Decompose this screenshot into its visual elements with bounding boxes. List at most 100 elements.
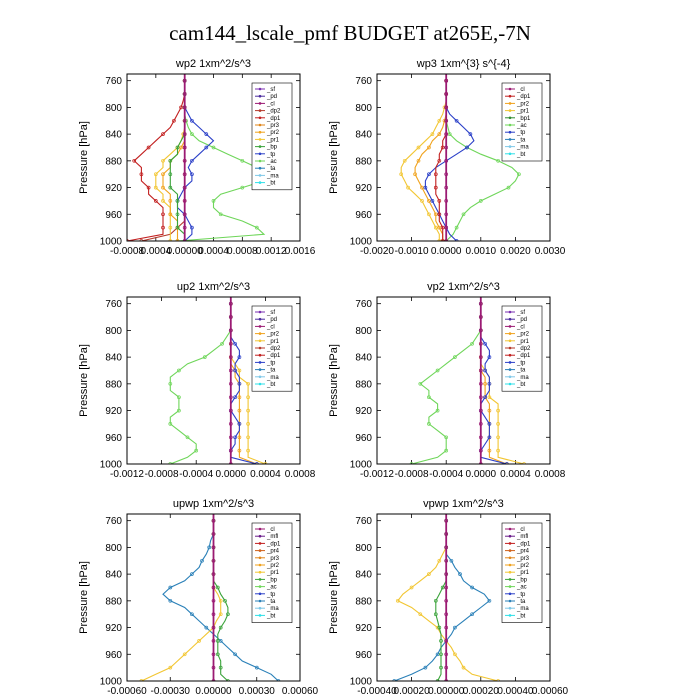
series-point-cl xyxy=(444,105,449,110)
legend-label-dp2: _dp2 xyxy=(266,346,281,352)
series-point-ta xyxy=(190,612,194,617)
x-tick-label: 0.00020 xyxy=(394,686,431,697)
legend-label-sf: _sf xyxy=(266,310,275,316)
series-point-ac xyxy=(168,462,173,464)
series-point-pr1 xyxy=(496,408,500,413)
legend-label-mfl: _mfl xyxy=(516,534,528,540)
series-point-ta xyxy=(449,558,454,563)
legend-box xyxy=(251,522,293,623)
x-tick-label: 0.0004 xyxy=(198,246,229,257)
series-point-cl xyxy=(211,625,216,630)
legend-marker-cl xyxy=(258,102,262,105)
series-line-ac xyxy=(169,297,232,464)
legend-label-sf: _sf xyxy=(266,87,275,93)
series-point-tp xyxy=(483,341,487,346)
series-point-bp xyxy=(433,612,438,617)
legend-marker-pr3 xyxy=(258,123,262,127)
legend-marker-cl xyxy=(258,325,262,328)
series-point-cl xyxy=(228,422,233,426)
legend-label-ma: _ma xyxy=(516,606,529,612)
y-tick-label: 760 xyxy=(355,299,372,310)
series-point-pr1 xyxy=(395,598,400,603)
series-point-pr2 xyxy=(487,448,492,453)
legend-marker-pr3 xyxy=(508,556,512,560)
series-point-ac xyxy=(470,341,474,346)
y-axis-label: Pressure [hPa] xyxy=(328,344,340,417)
series-point-dp1 xyxy=(139,172,144,177)
series-point-cl xyxy=(211,652,216,657)
legend-marker-mfl xyxy=(258,534,262,538)
series-point-cl xyxy=(444,199,449,203)
y-tick-label: 840 xyxy=(105,130,122,141)
legend: _sf_pd_cl _pr2_pr1_dp2_dp1_tp _ta_ma_bt xyxy=(251,305,293,392)
legend-marker-pr4 xyxy=(508,549,512,552)
series-point-pr2 xyxy=(483,381,487,386)
legend-label-dp1: _dp1 xyxy=(516,94,531,100)
series-line-dp1 xyxy=(127,74,186,241)
series-point-tp xyxy=(233,368,237,373)
x-tick-label: -0.00030 xyxy=(151,686,191,697)
series-point-pr1 xyxy=(487,395,492,400)
series-point-cl xyxy=(444,212,449,217)
series-point-bp xyxy=(175,225,180,230)
legend-marker-cl xyxy=(508,87,512,91)
series-point-ac xyxy=(506,185,511,190)
series-point-pr2 xyxy=(179,145,183,150)
series-group xyxy=(409,297,526,464)
series-point-cl xyxy=(478,395,483,400)
series-point-cl xyxy=(182,239,187,241)
y-tick-label: 840 xyxy=(355,130,372,141)
series-point-pr1 xyxy=(263,462,268,464)
legend-label-cl: _cl xyxy=(516,324,525,330)
series-point-ta xyxy=(254,665,259,670)
series-point-pr1 xyxy=(433,225,438,230)
y-tick-label: 1000 xyxy=(350,460,373,471)
series-point-cl xyxy=(228,462,233,464)
x-tick-label: -0.0004 xyxy=(429,469,463,480)
series-point-cl xyxy=(444,585,449,590)
legend-label-bt: _bt xyxy=(266,613,276,619)
series-point-ta xyxy=(233,652,237,657)
series-point-ac xyxy=(427,422,431,426)
legend-label-cl: _cl xyxy=(266,324,275,330)
x-tick-label: -0.00060 xyxy=(107,686,147,697)
series-point-cl xyxy=(444,652,449,657)
series-point-tp xyxy=(487,435,492,440)
y-tick-label: 800 xyxy=(105,103,122,114)
y-tick-label: 880 xyxy=(355,156,372,167)
legend-label-bt: _bt xyxy=(516,613,526,619)
series-point-dp1 xyxy=(440,145,445,150)
series-point-ac xyxy=(478,199,483,203)
legend-label-mfl: _mfl xyxy=(266,534,278,540)
series-point-pr1 xyxy=(453,652,457,657)
legend-label-dp2: _dp2 xyxy=(266,109,281,115)
series-point-cl xyxy=(228,408,233,413)
series-point-ac xyxy=(454,225,459,230)
series-point-ta xyxy=(453,625,457,630)
y-tick-label: 960 xyxy=(105,433,122,444)
series-point-pr1 xyxy=(496,422,500,426)
series-point-ac xyxy=(444,435,449,440)
legend-label-pr1: _pr1 xyxy=(516,570,530,576)
series-point-bp xyxy=(433,598,438,603)
series-group xyxy=(139,514,281,681)
x-tick-label: -0.0012 xyxy=(110,469,144,480)
legend-marker-ac xyxy=(508,123,512,127)
series-point-dp1 xyxy=(132,158,137,163)
series-point-ta xyxy=(423,665,428,670)
legend-marker-dp1 xyxy=(508,353,512,357)
series-point-cl xyxy=(182,118,187,123)
series-point-cl xyxy=(444,225,449,230)
legend-label-tp: _tp xyxy=(516,360,526,366)
series-point-ac xyxy=(177,408,181,413)
y-tick-label: 800 xyxy=(355,326,372,337)
legend-marker-ac xyxy=(258,585,262,588)
legend-label-ma: _ma xyxy=(516,375,529,381)
legend-marker-bt xyxy=(258,382,262,386)
y-tick-label: 840 xyxy=(105,570,122,581)
series-point-cl xyxy=(444,518,449,523)
legend-label-pr2: _pr2 xyxy=(266,563,280,569)
series-point-ac xyxy=(517,172,521,177)
legend-label-pr1: _pr1 xyxy=(266,570,280,576)
y-tick-label: 1000 xyxy=(100,460,123,471)
